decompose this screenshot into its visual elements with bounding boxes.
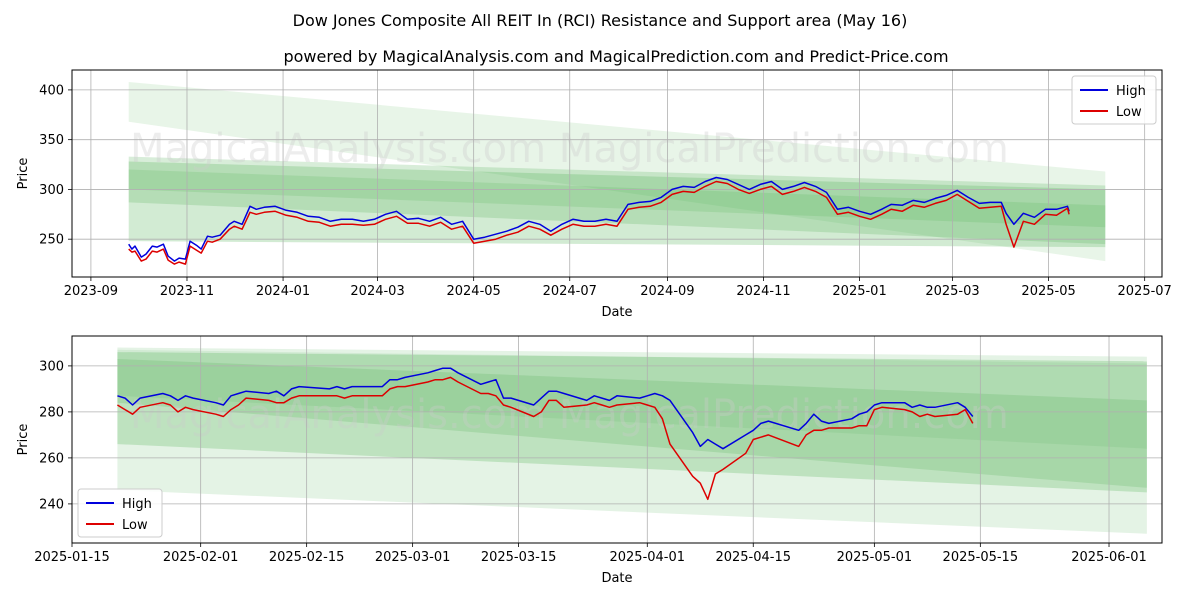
series-line-low bbox=[128, 180, 1070, 265]
legend-label-low: Low bbox=[1116, 105, 1142, 120]
watermark-text: MagicalAnalysis.com MagicalPrediction.co… bbox=[130, 392, 1009, 438]
y-tick-label: 250 bbox=[39, 233, 64, 248]
x-tick-label: 2024-05 bbox=[446, 284, 500, 299]
chart-panel-2: MagicalAnalysis.com MagicalPrediction.co… bbox=[16, 335, 1163, 586]
x-tick-label: 2025-01 bbox=[832, 284, 886, 299]
x-tick-label: 2023-11 bbox=[160, 284, 214, 299]
chart-panel-1: MagicalAnalysis.com MagicalPrediction.co… bbox=[16, 69, 1172, 320]
y-tick-label: 280 bbox=[39, 405, 64, 420]
legend-label-high: High bbox=[122, 497, 152, 512]
y-axis-label: Price bbox=[16, 424, 31, 456]
y-axis-label: Price bbox=[16, 158, 31, 190]
x-tick-label: 2024-09 bbox=[640, 284, 694, 299]
x-tick-label: 2025-05 bbox=[1021, 284, 1075, 299]
y-tick-label: 300 bbox=[39, 183, 64, 198]
band-4 bbox=[117, 349, 1147, 449]
y-tick-label: 260 bbox=[39, 451, 64, 466]
band-3 bbox=[117, 359, 1147, 488]
y-tick-label: 240 bbox=[39, 497, 64, 512]
support-resistance-bands bbox=[117, 347, 1147, 534]
legend-label-high: High bbox=[1116, 84, 1146, 99]
x-tick-label: 2024-03 bbox=[350, 284, 404, 299]
x-tick-label: 2025-03 bbox=[925, 284, 979, 299]
band-2 bbox=[128, 156, 1106, 245]
x-tick-label: 2025-04-15 bbox=[715, 550, 791, 565]
band-4 bbox=[128, 169, 1106, 228]
x-tick-label: 2025-03-15 bbox=[481, 550, 557, 565]
plot-frame bbox=[71, 69, 1163, 278]
y-tick-label: 400 bbox=[39, 83, 64, 98]
series-line-high bbox=[128, 176, 1070, 262]
series-line-high bbox=[117, 367, 974, 450]
x-tick-label: 2025-01-15 bbox=[34, 550, 110, 565]
x-tick-label: 2024-11 bbox=[736, 284, 790, 299]
x-tick-label: 2024-01 bbox=[256, 284, 310, 299]
band-1 bbox=[117, 347, 1147, 534]
x-tick-label: 2025-05-01 bbox=[837, 550, 913, 565]
x-tick-label: 2024-07 bbox=[543, 284, 597, 299]
x-tick-label: 2025-04-01 bbox=[609, 550, 685, 565]
x-tick-label: 2025-03-01 bbox=[375, 550, 451, 565]
plot-frame bbox=[71, 335, 1163, 544]
x-axis-label: Date bbox=[601, 305, 632, 320]
y-tick-label: 300 bbox=[39, 359, 64, 374]
x-axis-label: Date bbox=[601, 571, 632, 586]
legend: High Low bbox=[77, 488, 163, 538]
x-tick-label: 2025-02-15 bbox=[269, 550, 345, 565]
x-tick-label: 2025-05-15 bbox=[943, 550, 1019, 565]
x-tick-label: 2025-02-01 bbox=[163, 550, 239, 565]
series-line-low bbox=[117, 376, 974, 501]
legend-label-low: Low bbox=[122, 518, 148, 533]
legend: High Low bbox=[1071, 75, 1157, 125]
x-tick-label: 2025-07 bbox=[1118, 284, 1172, 299]
chart-title: Dow Jones Composite All REIT In (RCI) Re… bbox=[293, 11, 908, 30]
y-tick-label: 350 bbox=[39, 133, 64, 148]
x-tick-label: 2025-06-01 bbox=[1071, 550, 1147, 565]
band-3 bbox=[128, 161, 1106, 248]
x-tick-label: 2023-09 bbox=[64, 284, 118, 299]
chart-subtitle: powered by MagicalAnalysis.com and Magic… bbox=[283, 47, 948, 66]
